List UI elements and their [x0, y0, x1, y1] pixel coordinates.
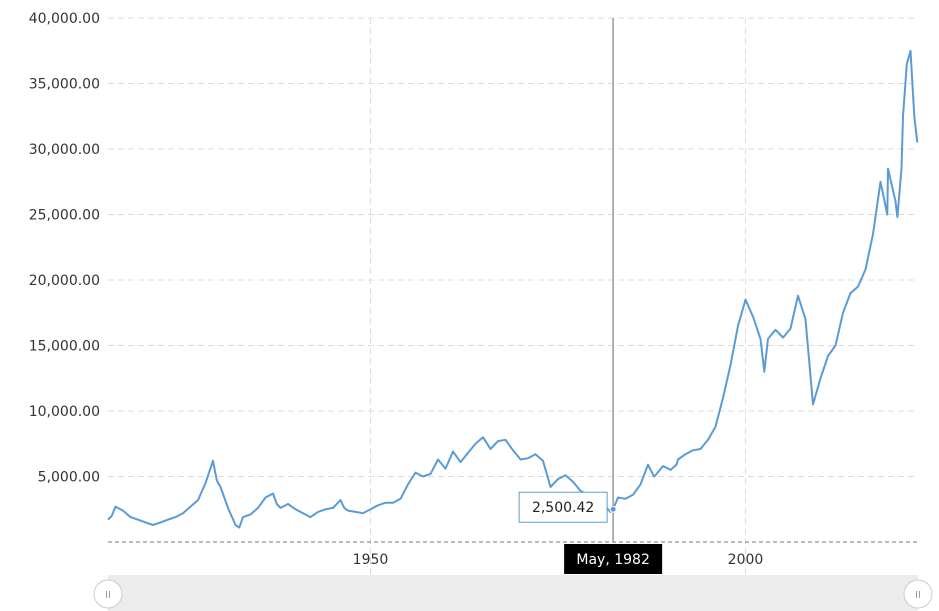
- y-tick-label: 10,000.00: [29, 404, 100, 420]
- grid: [108, 17, 918, 598]
- value-tooltip: 2,500.42: [518, 491, 608, 523]
- y-tick-label: 20,000.00: [29, 273, 100, 289]
- tooltip-value: 2,500.42: [532, 500, 594, 516]
- y-tick-label: 15,000.00: [29, 339, 100, 355]
- date-badge-label: May, 1982: [576, 552, 649, 568]
- hover-point: [609, 505, 617, 513]
- y-tick-label: 35,000.00: [29, 77, 100, 93]
- y-tick-label: 40,000.00: [29, 11, 100, 27]
- tooltip-box: [518, 491, 608, 523]
- x-tick-label: 1950: [353, 552, 389, 568]
- range-navigator[interactable]: II II: [93, 575, 933, 611]
- y-tick-label: 30,000.00: [29, 142, 100, 158]
- navigator-grip-left-icon: II: [105, 590, 111, 601]
- y-tick-label: 25,000.00: [29, 208, 100, 224]
- x-tick-label: 2000: [728, 552, 764, 568]
- y-axis-ticks: 5,000.00 10,000.00 15,000.00 20,000.00 25,00…: [29, 11, 100, 486]
- navigator-track[interactable]: [108, 575, 918, 611]
- x-axis-ticks: 1950 2000: [353, 552, 764, 568]
- navigator-handle-left[interactable]: [93, 579, 123, 609]
- date-badge: May, 1982: [564, 544, 663, 574]
- navigator-grip-right-icon: II: [915, 590, 921, 601]
- navigator-handle-right[interactable]: [903, 579, 933, 609]
- series-line[interactable]: [107, 49, 919, 529]
- date-badge-box: [564, 544, 663, 574]
- y-tick-label: 5,000.00: [38, 470, 100, 486]
